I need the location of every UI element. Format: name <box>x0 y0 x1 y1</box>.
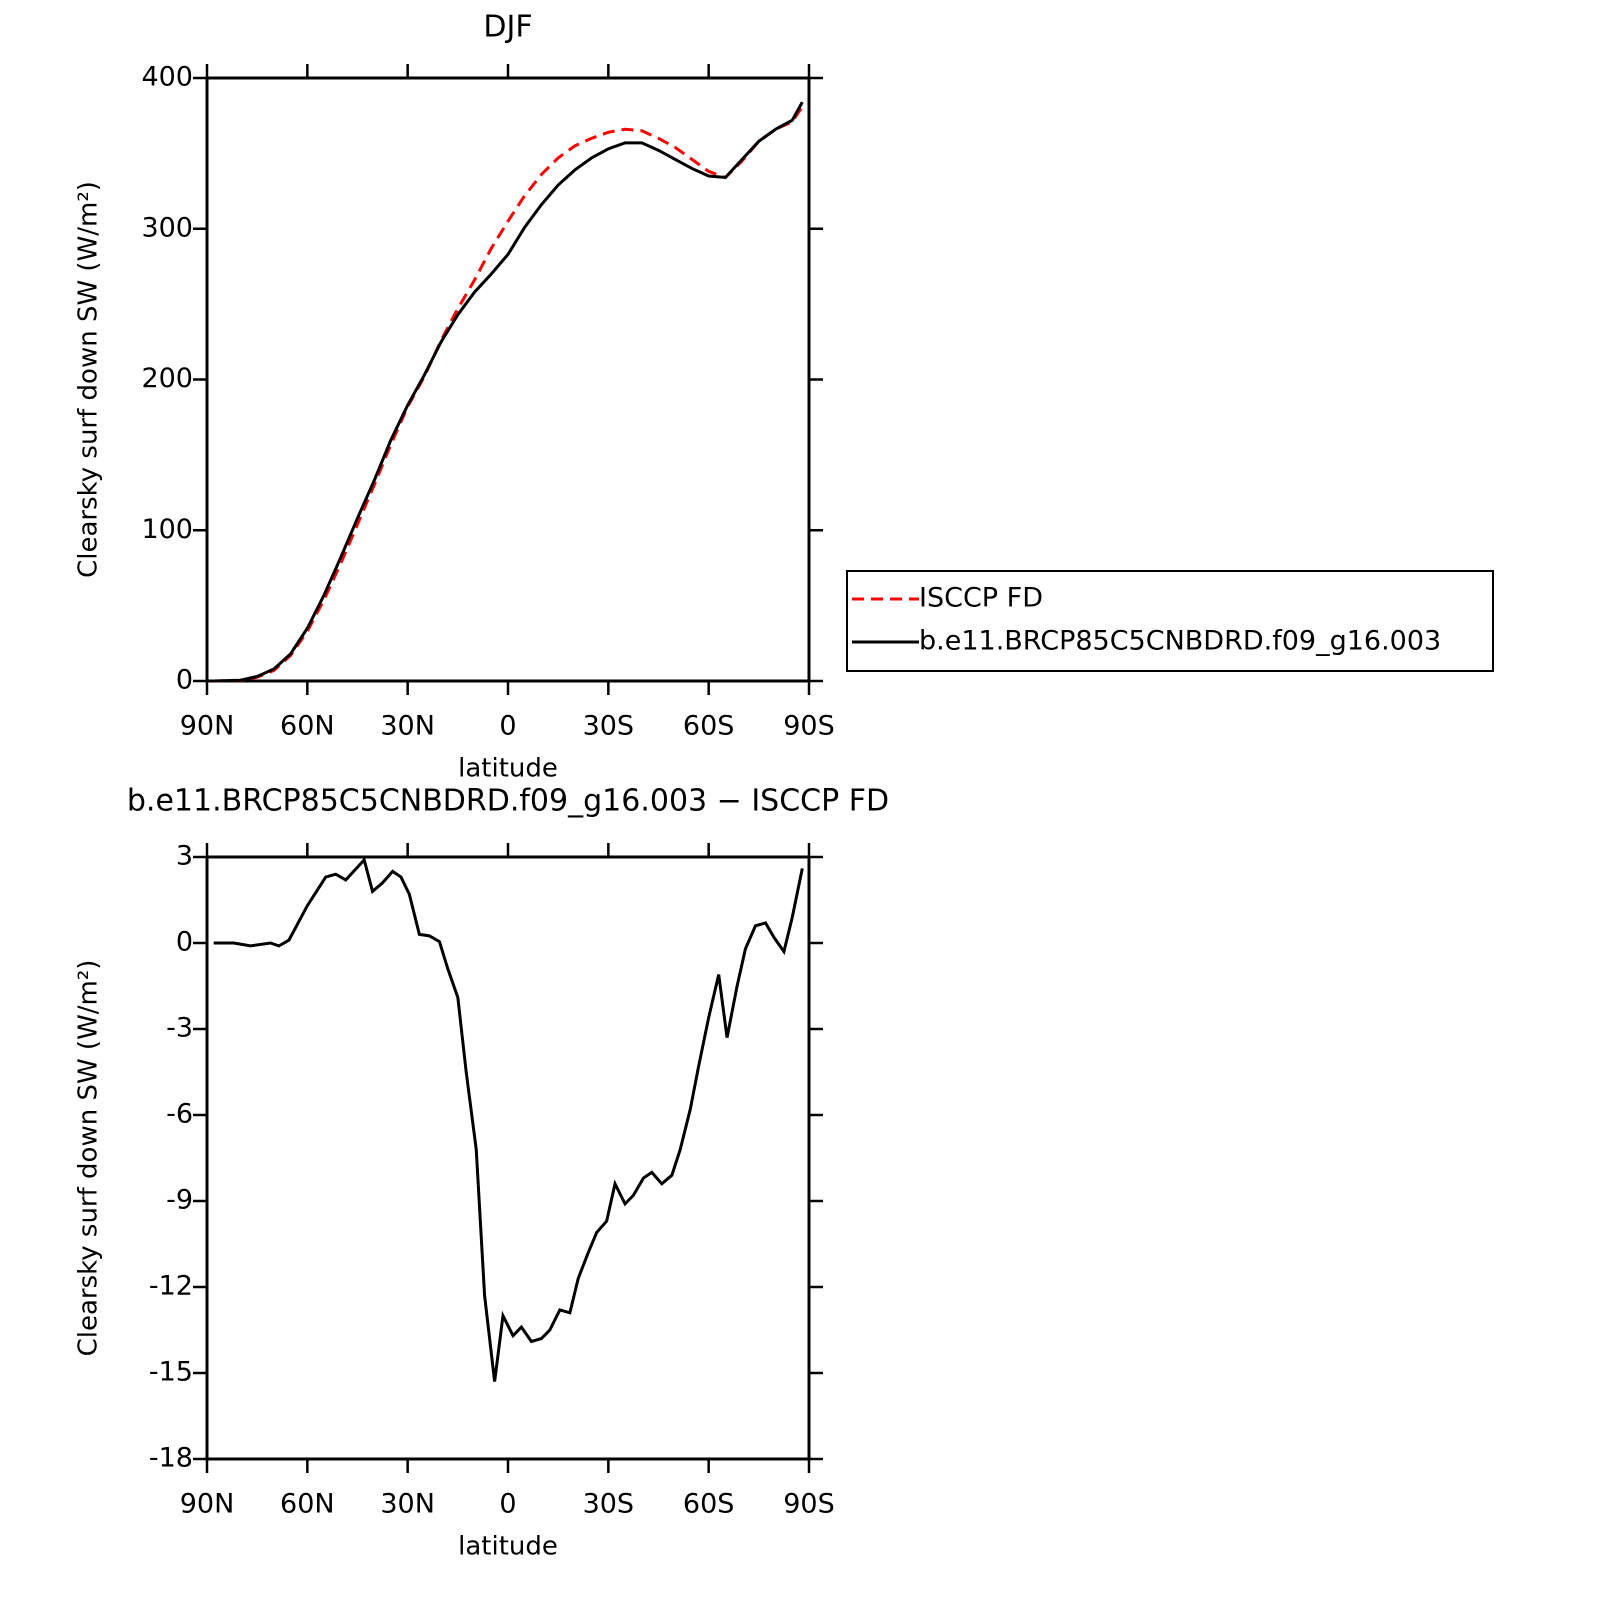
data-line <box>213 856 804 1382</box>
y-tick-label: -18 <box>149 1443 193 1474</box>
legend-box <box>846 570 1494 672</box>
y-tick-label: 300 <box>141 212 193 243</box>
x-axis-label: latitude <box>458 1532 558 1562</box>
x-tick-label: 0 <box>499 1489 516 1520</box>
y-tick-label: -9 <box>166 1185 193 1216</box>
x-tick-label: 90N <box>180 1489 235 1520</box>
y-tick-label: 0 <box>176 927 193 958</box>
chart-title: DJF <box>483 10 532 45</box>
x-tick-label: 60N <box>280 1489 335 1520</box>
chart-title: b.e11.BRCP85C5CNBDRD.f09_g16.003 − ISCCP… <box>127 784 889 819</box>
x-tick-label: 30S <box>583 1489 635 1520</box>
x-tick-label: 30S <box>583 711 635 742</box>
data-line <box>213 101 804 683</box>
y-tick-label: -12 <box>149 1271 193 1302</box>
x-tick-label: 60N <box>280 711 335 742</box>
x-tick-label: 60S <box>683 1489 735 1520</box>
y-tick-label: 0 <box>176 665 193 696</box>
x-tick-label: 30N <box>380 711 435 742</box>
y-tick-label: 400 <box>141 62 193 93</box>
x-axis-label: latitude <box>458 754 558 784</box>
x-tick-label: 60S <box>683 711 735 742</box>
x-tick-label: 90S <box>783 1489 835 1520</box>
y-axis-label: Clearsky surf down SW (W/m²) <box>74 960 104 1357</box>
x-tick-label: 90N <box>180 711 235 742</box>
y-tick-label: -6 <box>166 1099 193 1130</box>
y-tick-label: 100 <box>141 514 193 545</box>
plot-frame <box>205 855 811 1461</box>
legend: ISCCP FD b.e11.BRCP85C5CNBDRD.f09_g16.003 <box>846 570 1494 672</box>
legend-label: b.e11.BRCP85C5CNBDRD.f09_g16.003 <box>919 626 1441 657</box>
y-tick-label: -15 <box>149 1357 193 1388</box>
data-line <box>213 105 804 683</box>
y-axis-label: Clearsky surf down SW (W/m²) <box>74 181 104 578</box>
y-tick-label: 3 <box>176 841 193 872</box>
plot-frame <box>205 76 811 683</box>
y-tick-label: -3 <box>166 1013 193 1044</box>
x-tick-label: 0 <box>499 711 516 742</box>
legend-label: ISCCP FD <box>919 583 1043 614</box>
x-tick-label: 90S <box>783 711 835 742</box>
y-tick-label: 200 <box>141 363 193 394</box>
x-tick-label: 30N <box>380 1489 435 1520</box>
